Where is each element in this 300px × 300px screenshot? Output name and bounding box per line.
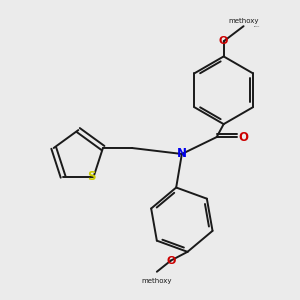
Text: O: O — [166, 256, 176, 266]
Text: O: O — [238, 130, 248, 144]
Text: methoxy: methoxy — [254, 26, 260, 27]
Text: methoxy: methoxy — [228, 18, 259, 24]
Text: S: S — [87, 170, 96, 183]
Text: methoxy: methoxy — [142, 278, 172, 284]
Text: O: O — [219, 36, 228, 46]
Text: N: N — [177, 148, 187, 160]
